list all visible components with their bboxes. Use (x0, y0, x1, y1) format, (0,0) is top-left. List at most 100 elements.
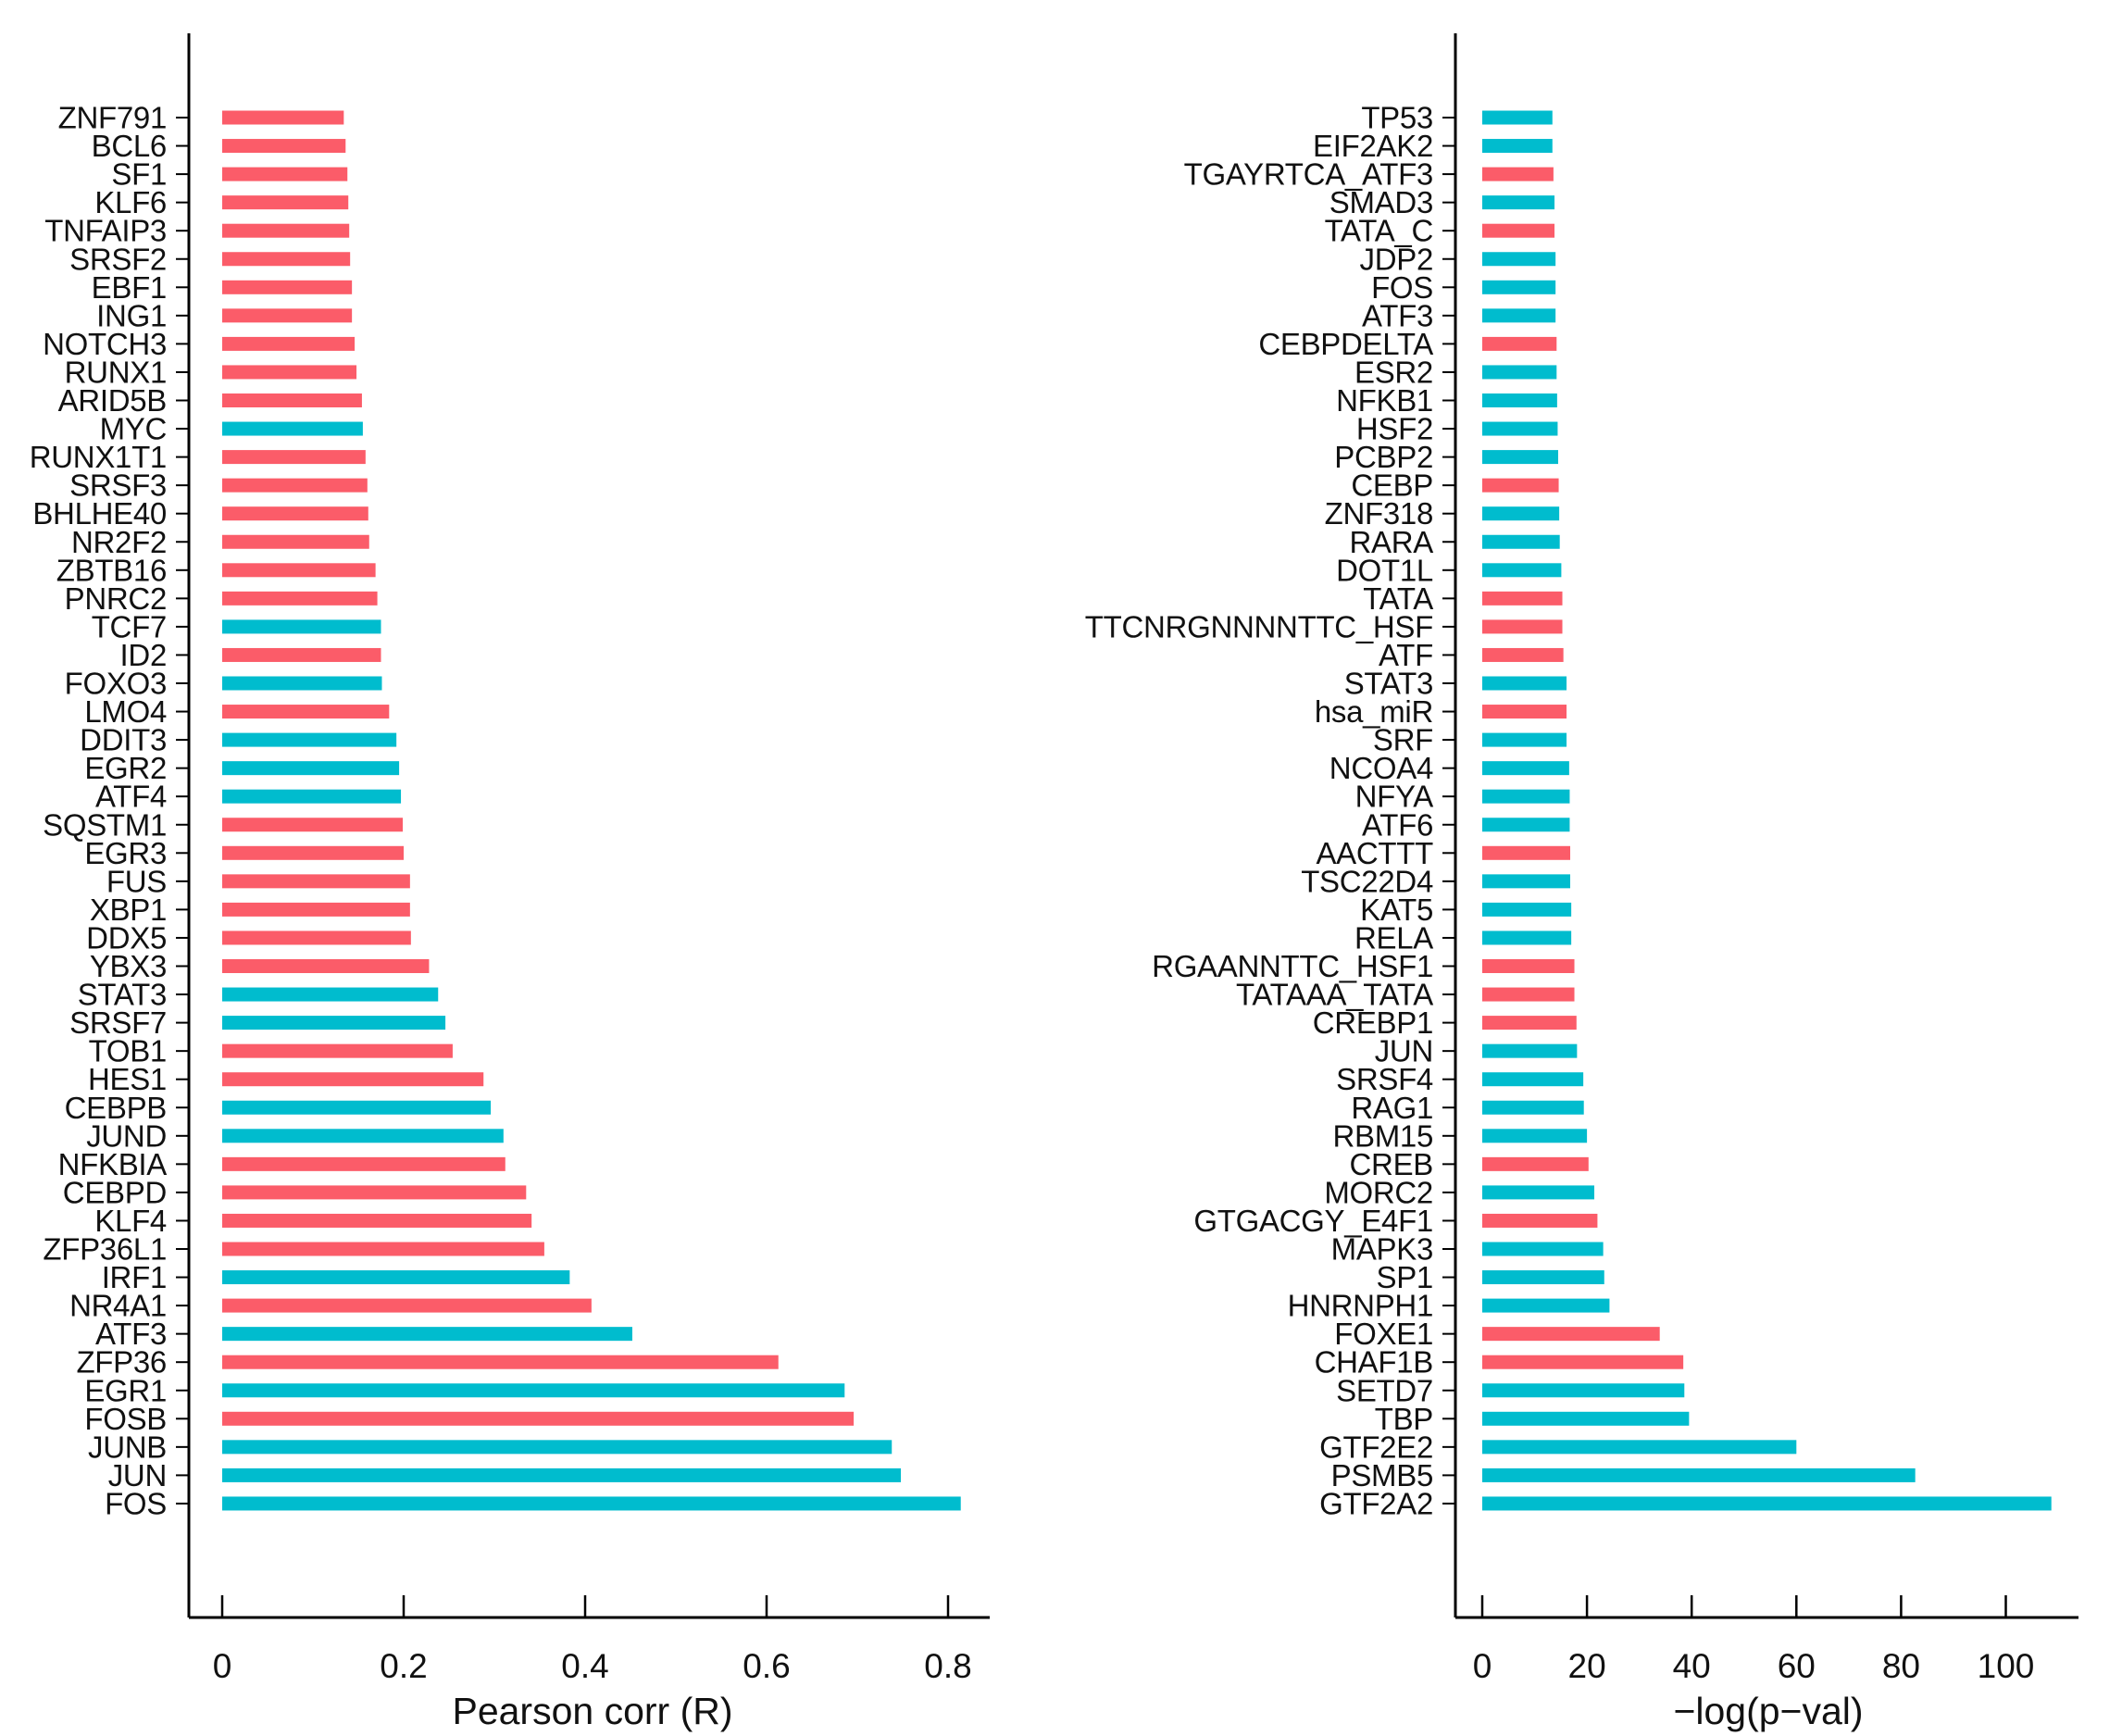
x-axis-tick-label: 0.2 (380, 1647, 427, 1685)
bar (222, 252, 351, 267)
bar (1482, 1043, 1578, 1058)
bar-label: NFKB1 (1336, 383, 1433, 418)
bar-label: LMO4 (84, 694, 167, 729)
bar-label: ZNF791 (58, 101, 167, 135)
bar (222, 421, 363, 436)
bar (222, 874, 410, 889)
bar-label: FOS (105, 1486, 167, 1520)
bar (1482, 874, 1571, 889)
bar-label: SQSTM1 (43, 807, 167, 842)
bar-label: JUND (86, 1118, 167, 1153)
bar (222, 393, 362, 407)
bar-label: TATAAA_TATA (1236, 978, 1433, 1012)
bar-label: CEBPD (63, 1175, 167, 1209)
bar (1482, 393, 1557, 407)
left-x-axis-title: Pearson corr (R) (452, 1690, 732, 1732)
bar-label: SMAD3 (1329, 185, 1433, 219)
bar-label: TSC22D4 (1301, 864, 1433, 898)
bar (222, 676, 382, 691)
bar-label: ESR2 (1354, 355, 1433, 389)
bar-label: CEBP (1351, 468, 1433, 503)
bar (222, 1072, 484, 1087)
bar (1482, 1213, 1598, 1228)
bar (222, 1298, 592, 1313)
x-axis-tick-label: 40 (1673, 1647, 1711, 1685)
bar (222, 705, 390, 719)
bar-label: TP53 (1361, 101, 1433, 135)
bar (1482, 647, 1564, 662)
bar-label: ATF4 (95, 780, 167, 814)
bar-label: GTF2A2 (1319, 1486, 1433, 1520)
bar-label: HSF2 (1356, 412, 1433, 446)
bar (1482, 845, 1571, 860)
bar-label: CHAF1B (1315, 1345, 1433, 1380)
bar-label: RAG1 (1351, 1091, 1433, 1125)
bar-label: CEBPDELTA (1258, 327, 1433, 361)
bar (1482, 818, 1570, 832)
bar (222, 1129, 504, 1143)
bar (1482, 1016, 1577, 1030)
bar-label: ATF3 (1362, 298, 1433, 332)
bar-label: NFKBIA (58, 1147, 168, 1181)
bar (222, 1043, 453, 1058)
bar-label: SETD7 (1336, 1373, 1433, 1407)
bar-label: FUS (106, 864, 167, 898)
bar (1482, 280, 1556, 294)
bar (222, 365, 357, 380)
bar-label: CEBPB (65, 1091, 167, 1125)
bar-label: BHLHE40 (32, 496, 167, 531)
bar (222, 1016, 446, 1030)
bar (1482, 591, 1563, 606)
bar (222, 1440, 892, 1455)
bar (222, 280, 353, 294)
bar-label: CREBP1 (1313, 1005, 1433, 1040)
bar-label: TTCNRGNNNNTTC_HSF (1085, 609, 1433, 643)
bar-label: PCBP2 (1334, 440, 1433, 474)
bar-label: TNFAIP3 (44, 214, 167, 248)
bar (222, 1411, 855, 1426)
bar-label: PNRC2 (65, 581, 167, 616)
log-pval-chart: 0 20 40 60 80 100 TP53EIF2AK2TGAYRTCA_ATF3SMAD… (1085, 33, 2078, 1685)
bar-label: FOS (1371, 270, 1433, 305)
bar (222, 902, 410, 917)
bar (222, 987, 439, 1002)
bar (222, 1242, 544, 1256)
bar (1482, 987, 1575, 1002)
bar (1482, 308, 1556, 323)
bar (1482, 563, 1562, 578)
bar-label: NOTCH3 (43, 327, 167, 361)
bar-label: KLF6 (94, 185, 167, 219)
bar (1482, 223, 1555, 238)
bar (1482, 705, 1567, 719)
bar-label: DOT1L (1336, 553, 1433, 587)
bar (222, 1100, 492, 1115)
x-axis-tick-label: 0 (213, 1647, 232, 1685)
bar-label: SF1 (111, 157, 167, 192)
bar (222, 761, 400, 776)
bar-label: NR2F2 (71, 525, 167, 559)
bar (1482, 110, 1553, 125)
bar (1482, 1383, 1685, 1398)
bar-label: TBP (1375, 1402, 1433, 1436)
bar (1482, 506, 1560, 521)
bar-label: FOXO3 (65, 667, 167, 701)
bar-label: FOXE1 (1334, 1317, 1433, 1351)
bar (1482, 252, 1556, 267)
bar (1482, 336, 1557, 351)
bar (222, 534, 369, 549)
bar (1482, 450, 1558, 465)
bar (222, 223, 350, 238)
bar (1482, 1411, 1690, 1426)
bar-label: TGAYRTCA_ATF3 (1184, 157, 1433, 192)
bar (1482, 534, 1560, 549)
bar (222, 478, 368, 493)
bar-label: ATF3 (95, 1317, 167, 1351)
bar (1482, 1440, 1797, 1455)
bar-label: ZBTB16 (56, 553, 167, 587)
bar (1482, 761, 1569, 776)
bar-label: SRSF3 (69, 468, 167, 503)
bar (1482, 195, 1555, 210)
bar-label: STAT3 (78, 978, 167, 1012)
bar (1482, 1129, 1588, 1143)
